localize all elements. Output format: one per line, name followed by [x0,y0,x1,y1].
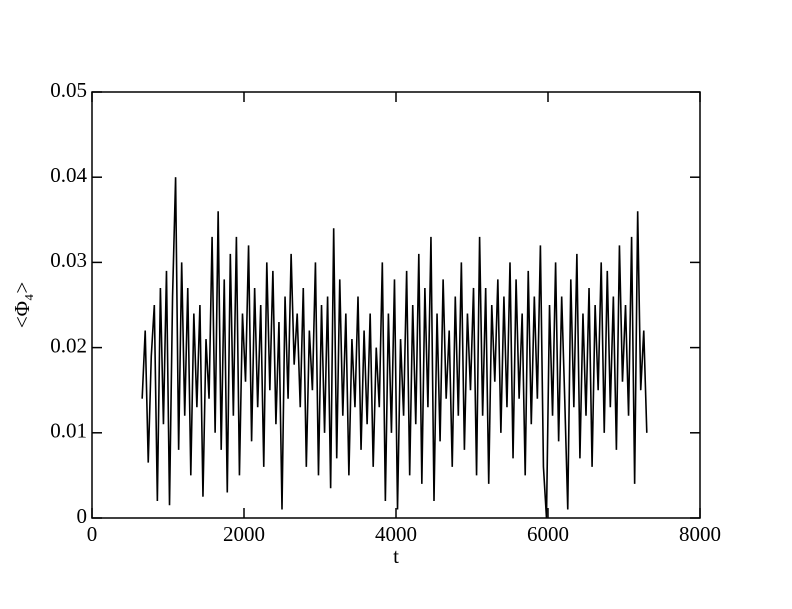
x-tick-label: 8000 [679,522,721,546]
y-tick-label: 0 [77,504,88,528]
x-tick-label: 4000 [375,522,417,546]
x-tick-label: 2000 [223,522,265,546]
x-tick-label: 6000 [527,522,569,546]
x-axis-label: t [393,544,399,568]
y-tick-label: 0.01 [50,419,87,443]
y-tick-label: 0.02 [50,333,87,357]
y-tick-label: 0.05 [50,78,87,102]
data-line [141,177,648,519]
y-axis-label: <Φ₄> [10,282,34,328]
y-tick-label: 0.04 [50,163,87,187]
x-tick-label: 0 [87,522,98,546]
y-tick-label: 0.03 [50,248,87,272]
